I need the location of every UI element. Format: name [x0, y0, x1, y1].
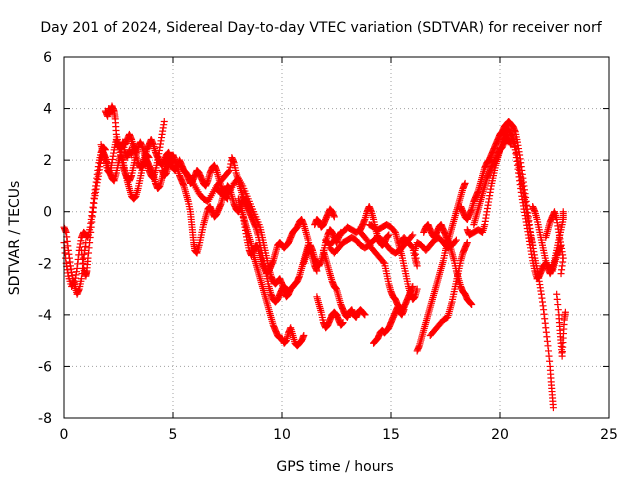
y-tick-label: 0 [43, 205, 52, 221]
data-point [160, 117, 168, 125]
data-point [70, 279, 78, 287]
data-point [390, 227, 398, 235]
y-tick-label: 4 [43, 102, 52, 118]
data-point [313, 267, 321, 275]
tick-labels: 0 5 10 15 20 25 -8 -6 -4 -2 0 2 4 6 [38, 50, 618, 443]
data-point [463, 239, 471, 247]
series-track-08 [158, 151, 253, 257]
y-tick-label: -8 [38, 411, 52, 427]
data-point [561, 308, 569, 316]
x-tick-label: 20 [491, 427, 509, 443]
data-point [300, 331, 308, 339]
data-point [452, 236, 460, 244]
x-tick-label: 10 [273, 427, 291, 443]
series-track-32 [553, 290, 569, 360]
series-track-10 [213, 174, 312, 301]
data-point [409, 231, 417, 239]
y-tick-label: -6 [38, 359, 52, 375]
x-axis-label: GPS time / hours [276, 459, 393, 475]
data-point [330, 213, 338, 221]
data-point [461, 179, 469, 187]
series-track-11 [234, 195, 308, 350]
x-tick-label: 15 [382, 427, 400, 443]
plot-frame [63, 56, 610, 419]
data-point [379, 258, 387, 266]
y-tick-label: 2 [43, 153, 52, 169]
data-point [468, 301, 476, 309]
x-tick-label: 25 [600, 427, 618, 443]
data-point [549, 404, 557, 412]
series-track-06 [117, 130, 177, 172]
series-track-25 [420, 221, 476, 309]
data-points [60, 102, 569, 412]
series-track-21 [370, 303, 408, 347]
y-tick-label: -4 [38, 308, 52, 324]
x-tick-label: 5 [169, 427, 178, 443]
series-track-14 [311, 205, 338, 231]
series-track-31 [542, 208, 567, 278]
data-point [557, 270, 565, 278]
data-point [225, 168, 233, 176]
series-track-16 [319, 246, 369, 321]
x-tick-label: 0 [60, 427, 69, 443]
data-point [408, 232, 416, 240]
data-point [400, 306, 408, 314]
data-point [339, 319, 347, 327]
data-point [385, 231, 393, 239]
series-track-28 [470, 136, 515, 229]
y-tick-label: 6 [43, 50, 52, 66]
series-track-20 [365, 221, 421, 303]
y-tick-label: -2 [38, 256, 52, 272]
data-point [559, 208, 567, 216]
series-track-15 [313, 293, 347, 332]
chart-title: Day 201 of 2024, Sidereal Day-to-day VTE… [40, 20, 602, 36]
data-point [413, 285, 421, 293]
data-point [507, 141, 515, 149]
data-point [361, 311, 369, 319]
data-point [451, 237, 459, 245]
y-axis-label: SDTVAR / TECUs [7, 181, 23, 296]
series-track-12 [239, 210, 321, 278]
